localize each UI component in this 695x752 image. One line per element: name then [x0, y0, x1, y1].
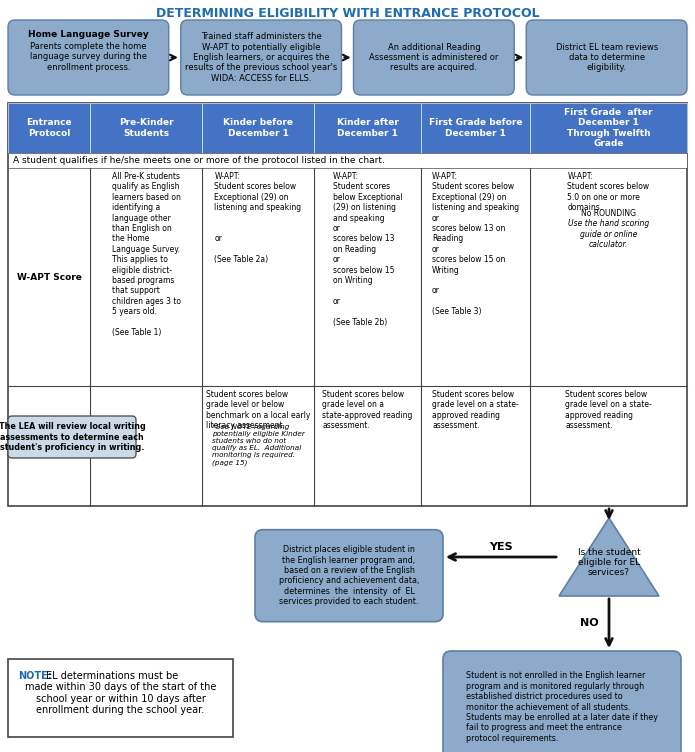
Text: Student is not enrolled in the English learner
program and is monitored regularl: Student is not enrolled in the English l…	[466, 672, 658, 743]
Bar	[8, 153, 687, 168]
FancyBboxPatch shape	[526, 20, 687, 95]
Text: The LEA will review local writing
assessments to determine each
student's profic: The LEA will review local writing assess…	[0, 422, 145, 452]
FancyBboxPatch shape	[181, 20, 341, 95]
FancyBboxPatch shape	[8, 20, 169, 95]
Text: Student scores below
grade level or below
benchmark on a local early
literacy as: Student scores below grade level or belo…	[206, 390, 310, 430]
Bar	[8, 103, 90, 153]
Bar	[8, 103, 687, 506]
Text: W-APT:
Student scores below
Exceptional (29) on
listening and speaking
or
scores: W-APT: Student scores below Exceptional …	[432, 172, 519, 316]
Text: W-APT:
Student scores
below Exceptional
(29) on listening
and speaking
or
scores: W-APT: Student scores below Exceptional …	[333, 172, 402, 326]
Text: NOTE:: NOTE:	[18, 671, 51, 681]
Text: W-APT:
Student scores below
Exceptional (29) on
listening and speaking


or

(Se: W-APT: Student scores below Exceptional …	[215, 172, 302, 264]
Text: Kinder before
December 1: Kinder before December 1	[223, 118, 293, 138]
FancyBboxPatch shape	[255, 529, 443, 622]
Text: Student scores below
grade level on a
state-approved reading
assessment.: Student scores below grade level on a st…	[322, 390, 413, 430]
Text: *See NOTE regarding
potentially eligible Kinder
students who do not
qualify as E: *See NOTE regarding potentially eligible…	[211, 424, 304, 466]
FancyBboxPatch shape	[354, 20, 514, 95]
Text: Home Language Survey: Home Language Survey	[28, 30, 149, 39]
Bar	[202, 103, 314, 153]
Bar	[421, 103, 530, 153]
Text: First Grade  after
December 1
Through Twelfth
Grade: First Grade after December 1 Through Twe…	[564, 108, 653, 148]
Text: YES: YES	[489, 542, 513, 552]
Text: Parents complete the home
language survey during the
enrollment process.: Parents complete the home language surve…	[30, 42, 147, 71]
Bar	[314, 103, 421, 153]
Text: EL determinations must be: EL determinations must be	[46, 671, 178, 681]
Bar	[530, 103, 687, 153]
Text: Kinder after
December 1: Kinder after December 1	[336, 118, 398, 138]
Text: A student qualifies if he/she meets one or more of the protocol listed in the ch: A student qualifies if he/she meets one …	[13, 156, 385, 165]
Text: District places eligible student in
the English learner program and,
based on a : District places eligible student in the …	[279, 545, 419, 606]
Text: Pre-Kinder
Students: Pre-Kinder Students	[119, 118, 173, 138]
Text: Student scores below
grade level on a state-
approved reading
assessment.: Student scores below grade level on a st…	[565, 390, 652, 430]
Text: No ROUNDING: No ROUNDING	[581, 210, 636, 219]
Text: Student scores below
grade level on a state-
approved reading
assessment.: Student scores below grade level on a st…	[432, 390, 519, 430]
Text: W-APT:
Student scores below
5.0 on one or more
domains.: W-APT: Student scores below 5.0 on one o…	[567, 172, 650, 223]
Text: Entrance
Protocol: Entrance Protocol	[26, 118, 72, 138]
FancyBboxPatch shape	[443, 651, 681, 752]
Bar	[90, 103, 202, 153]
Text: Use the hand scoring
guide or online
calculator.: Use the hand scoring guide or online cal…	[568, 220, 649, 250]
Text: First Grade before
December 1: First Grade before December 1	[429, 118, 522, 138]
Text: NO: NO	[580, 618, 598, 628]
FancyBboxPatch shape	[8, 416, 136, 458]
Text: Reading
Assessment: Reading Assessment	[19, 436, 79, 456]
Text: An additional Reading
Assessment is administered or
results are acquired.: An additional Reading Assessment is admi…	[369, 43, 498, 72]
Text: made within 30 days of the start of the
school year or within 10 days after
enro: made within 30 days of the start of the …	[25, 682, 216, 715]
Text: All Pre-K students
qualify as English
learners based on
identifying a
language o: All Pre-K students qualify as English le…	[111, 172, 181, 337]
Polygon shape	[559, 518, 659, 596]
Text: District EL team reviews
data to determine
eligibility.: District EL team reviews data to determi…	[555, 43, 657, 72]
Text: W-APT Score: W-APT Score	[17, 272, 81, 281]
Text: Trained staff administers the
W-APT to potentially eligible
English learners, or: Trained staff administers the W-APT to p…	[185, 32, 337, 83]
Bar	[8, 659, 233, 737]
Text: Is the student
eligible for EL
services?: Is the student eligible for EL services?	[578, 547, 640, 578]
Text: DETERMINING ELIGIBILITY WITH ENTRANCE PROTOCOL: DETERMINING ELIGIBILITY WITH ENTRANCE PR…	[156, 7, 539, 20]
